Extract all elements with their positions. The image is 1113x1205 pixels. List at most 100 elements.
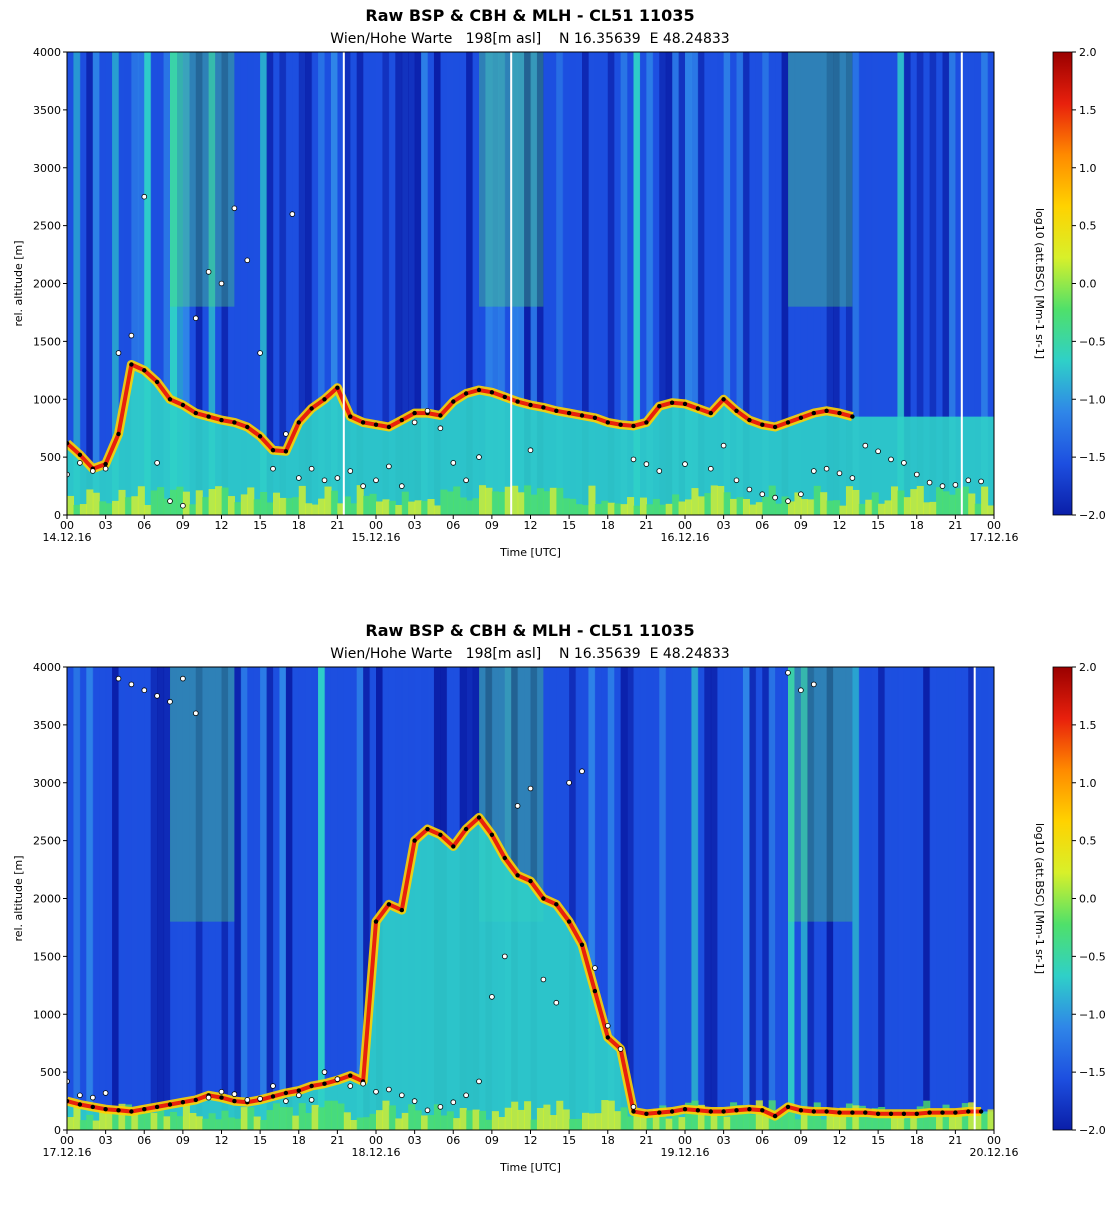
backscatter-column — [678, 52, 686, 515]
backscatter-column — [691, 52, 699, 515]
daytime-plume — [170, 52, 235, 307]
backscatter-column — [948, 667, 956, 1130]
cbh-point — [798, 491, 804, 498]
near-ground-signal — [99, 501, 107, 515]
mlh-point — [283, 449, 289, 454]
cbh-point — [952, 482, 959, 488]
backscatter-column — [833, 52, 841, 515]
backscatter-column — [227, 667, 235, 1130]
backscatter-column — [524, 52, 532, 515]
backscatter-column — [144, 667, 152, 1130]
backscatter-column — [910, 667, 918, 1130]
y-tick-label: 3500 — [33, 104, 61, 117]
cbh-point — [128, 681, 135, 688]
mlh-point — [605, 420, 610, 425]
y-tick-label: 0 — [54, 1124, 61, 1137]
near-ground-signal — [710, 485, 718, 515]
backscatter-column — [620, 667, 628, 1130]
mlh-point — [888, 1111, 894, 1116]
near-ground-signal — [652, 498, 660, 515]
backscatter-column — [536, 52, 544, 515]
mlh-point — [322, 1081, 327, 1086]
x-axis-label: Time [UTC] — [499, 546, 561, 559]
backscatter-column — [221, 667, 229, 1130]
near-ground-signal — [234, 1118, 242, 1130]
near-ground-signal — [620, 1107, 628, 1130]
x-tick-label: 12 — [215, 519, 229, 532]
mlh-point — [412, 410, 417, 416]
near-ground-signal — [910, 1111, 918, 1130]
near-ground-signal — [382, 499, 390, 515]
backscatter-column — [144, 52, 152, 515]
near-ground-signal — [337, 1103, 345, 1130]
backscatter-column — [446, 52, 454, 515]
mlh-point — [296, 420, 301, 425]
colorbar-tick-label: −1.5 — [1079, 1066, 1106, 1079]
backscatter-column — [337, 667, 345, 1130]
cbh-point — [411, 1098, 418, 1104]
x-tick-label: 12 — [215, 1134, 229, 1147]
backscatter-column — [562, 52, 570, 515]
near-ground-signal — [820, 492, 828, 515]
mlh-point — [67, 441, 70, 446]
near-ground-signal — [742, 1107, 750, 1130]
near-ground-signal — [124, 1104, 132, 1130]
near-ground-signal — [311, 504, 319, 515]
x-tick-label: 18 — [292, 519, 306, 532]
cbh-point — [334, 475, 341, 481]
backscatter-column — [936, 52, 944, 515]
x-date-label: 17.12.16 — [970, 531, 1019, 544]
backscatter-column — [620, 52, 628, 515]
x-tick-label: 21 — [639, 519, 653, 532]
cbh-point — [167, 698, 173, 705]
cbh-point — [360, 483, 366, 489]
near-ground-signal — [678, 501, 686, 515]
y-tick-label: 2500 — [33, 835, 61, 848]
near-ground-signal — [401, 1112, 409, 1130]
y-tick-label: 3000 — [33, 162, 61, 175]
backscatter-column — [260, 52, 268, 515]
cbh-point — [283, 1098, 289, 1104]
near-ground-signal — [910, 489, 918, 515]
near-ground-signal — [807, 1111, 815, 1130]
near-ground-signal — [588, 485, 596, 515]
cbh-point — [141, 193, 148, 200]
backscatter-column — [401, 52, 409, 515]
near-ground-signal — [691, 1100, 699, 1130]
near-ground-signal — [118, 489, 126, 515]
backscatter-column — [923, 52, 931, 515]
backscatter-column — [968, 667, 976, 1130]
near-ground-signal — [376, 1110, 384, 1130]
backscatter-column — [414, 52, 422, 515]
backscatter-column — [124, 52, 132, 515]
backscatter-column — [517, 52, 525, 515]
backscatter-field — [67, 667, 994, 1130]
mlh-point — [515, 399, 520, 404]
backscatter-column — [163, 52, 171, 515]
cbh-point — [810, 681, 817, 688]
colorbar-tick-label: −1.0 — [1079, 1008, 1106, 1021]
backscatter-column — [99, 52, 107, 515]
backscatter-column — [955, 667, 963, 1130]
near-ground-signal — [974, 1111, 982, 1130]
near-ground-signal — [646, 504, 654, 515]
near-ground-signal — [569, 498, 577, 515]
near-ground-signal — [820, 1119, 828, 1130]
mlh-point — [644, 420, 649, 425]
backscatter-column — [788, 667, 796, 1130]
backscatter-column — [440, 52, 448, 515]
backscatter-column — [182, 667, 190, 1130]
mlh-point — [734, 408, 739, 413]
near-ground-signal — [388, 500, 396, 515]
backscatter-column — [170, 52, 178, 515]
backscatter-column — [247, 667, 255, 1130]
backscatter-column — [897, 667, 905, 1130]
near-ground-signal — [247, 487, 255, 515]
near-ground-signal — [569, 1118, 577, 1130]
mlh-point — [734, 1108, 739, 1113]
cbh-point — [733, 477, 740, 484]
y-tick-label: 500 — [40, 451, 61, 464]
backscatter-column — [92, 52, 100, 515]
near-ground-signal — [176, 1116, 184, 1130]
